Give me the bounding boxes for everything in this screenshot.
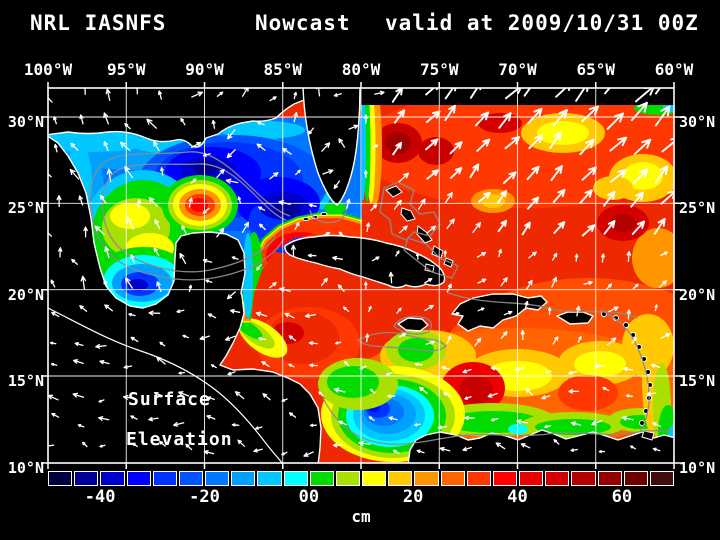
atlantic-dark-eddies <box>374 113 649 241</box>
colorbar-tick-labels: -40 -20 00 20 40 60 <box>48 487 674 507</box>
lat-tick-label: 10°N <box>7 459 44 477</box>
map-area: Surface Elevation <box>41 82 681 469</box>
caribbean-features <box>235 307 674 462</box>
colorbar-segment <box>362 471 387 486</box>
colorbar-tick: -20 <box>189 487 220 507</box>
colorbar-segment <box>335 471 361 486</box>
colorbar-segment <box>48 471 73 486</box>
lon-tick-label: 90°W <box>185 60 224 79</box>
lat-tick-label: 10°N <box>679 459 716 477</box>
colorbar-segment <box>100 471 125 486</box>
bathymetry-contours <box>89 151 674 445</box>
elevation-label: Elevation <box>126 429 233 450</box>
colorbar-segment <box>257 471 282 486</box>
colorbar-segment <box>492 471 518 486</box>
lat-tick-label: 30°N <box>679 113 716 131</box>
colorbar-segment <box>205 471 230 486</box>
colorbar-tick: 00 <box>298 487 320 507</box>
land-mexico-central-america <box>48 135 322 463</box>
surface-label: Surface <box>128 389 211 410</box>
land-jamaica <box>397 317 429 332</box>
lon-tick-label: 100°W <box>23 60 73 79</box>
colorbar-segment <box>571 471 596 486</box>
colorbar-unit: cm <box>351 507 371 526</box>
atlantic-warm-patches <box>471 113 674 288</box>
colorbar-segment <box>388 471 413 486</box>
lon-tick-label: 75°W <box>419 60 459 79</box>
axis-ticks <box>41 82 681 469</box>
product-name: Nowcast <box>255 11 351 35</box>
lat-tick-label: 15°N <box>679 372 716 390</box>
colorbar-tick: -40 <box>84 487 116 507</box>
land-masses <box>48 88 674 463</box>
grid-lines <box>48 88 674 463</box>
land-hispaniola <box>451 293 548 332</box>
colorbar-segment <box>152 471 177 486</box>
small-islands <box>302 185 655 441</box>
lon-tick-label: 95°W <box>106 60 146 79</box>
lat-tick-label: 20°N <box>679 285 716 304</box>
colorbar-segment <box>74 471 99 486</box>
lon-tick-label: 65°W <box>576 60 616 79</box>
colorbar-tick: 40 <box>507 487 528 507</box>
surface-elevation-map: Surface Elevation <box>41 82 681 469</box>
pacific-coastline <box>48 307 283 463</box>
model-name: NRL IASNFS <box>30 11 167 35</box>
colorbar <box>48 471 675 488</box>
colorbar-segment <box>545 471 570 486</box>
colorbar-segment <box>414 471 439 486</box>
lat-tick-label: 20°N <box>7 285 44 304</box>
lat-tick-label: 30°N <box>7 113 44 131</box>
colorbar-segment <box>623 471 648 486</box>
lon-tick-label: 70°W <box>498 60 537 79</box>
colorbar-tick: 60 <box>611 487 633 507</box>
valid-time: valid at 2009/10/31 00Z <box>385 11 699 35</box>
current-vector-arrows <box>48 88 674 457</box>
land-puerto-rico <box>556 311 594 325</box>
colorbar-segment <box>283 471 308 486</box>
colorbar-segment <box>597 471 622 486</box>
lat-tick-label: 25°N <box>7 199 44 218</box>
colorbar-segment <box>466 471 491 486</box>
colorbar-segment <box>440 471 465 486</box>
colorbar-segment <box>309 471 334 486</box>
colorbar-tick: 20 <box>402 487 424 507</box>
lat-tick-label: 25°N <box>679 199 716 218</box>
lon-tick-label: 85°W <box>263 60 303 79</box>
lon-tick-label: 60°W <box>654 60 694 79</box>
colorbar-segment <box>178 471 204 486</box>
colorbar-segment <box>231 471 256 486</box>
colorbar-segment <box>649 471 675 486</box>
lon-tick-label: 80°W <box>341 60 381 79</box>
colorbar-segment <box>126 471 151 486</box>
colorbar-segment <box>519 471 544 486</box>
lat-tick-label: 15°N <box>7 372 44 390</box>
